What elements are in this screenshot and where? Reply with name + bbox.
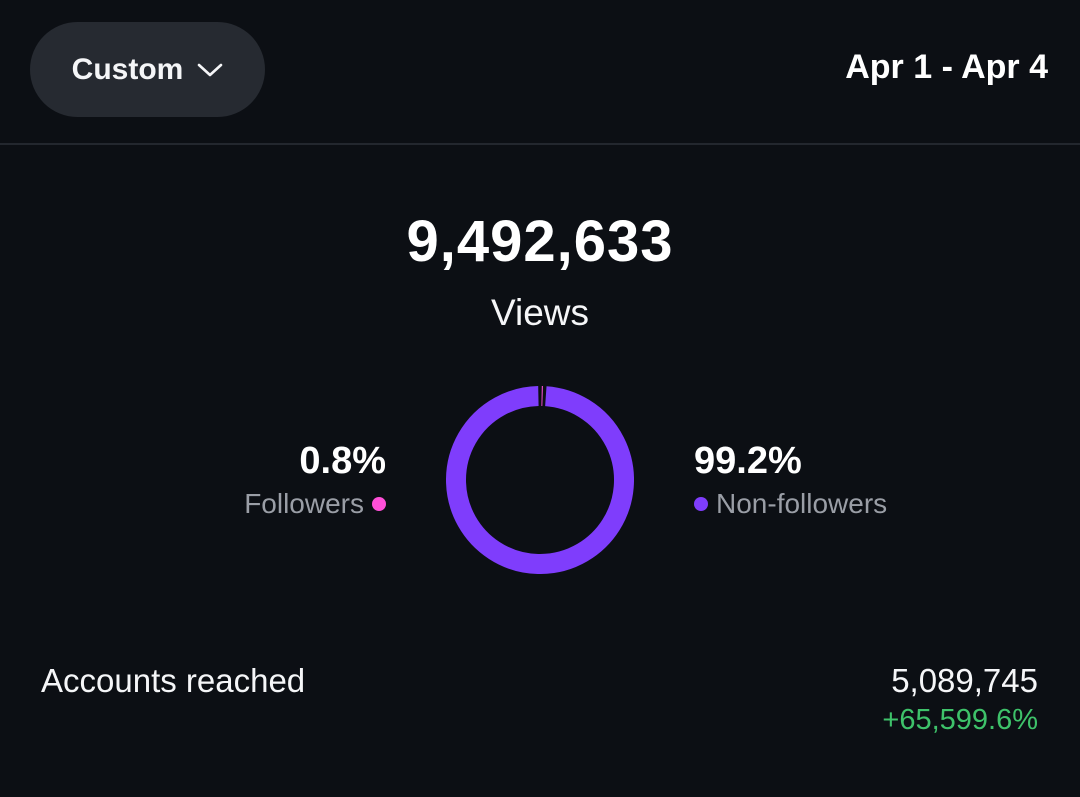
accounts-reached-value: 5,089,745 xyxy=(891,662,1038,699)
followers-stat: 0.8% Followers xyxy=(244,438,386,524)
accounts-reached-label: Accounts reached xyxy=(41,662,306,699)
accounts-reached-change: +65,599.6% xyxy=(882,704,1038,736)
non-followers-legend: Non-followers xyxy=(694,484,887,524)
non-followers-label: Non-followers xyxy=(716,488,888,519)
views-label: Views xyxy=(490,292,590,333)
chevron-down-icon xyxy=(198,63,223,76)
date-range-selector-button[interactable]: Custom xyxy=(30,22,265,117)
audience-donut-chart xyxy=(446,386,634,574)
date-range-text: Apr 1 - Apr 4 xyxy=(845,48,1048,86)
non-followers-legend-dot xyxy=(694,497,708,511)
non-followers-percent: 99.2% xyxy=(694,440,802,482)
donut-slice-non-followers xyxy=(446,386,634,574)
date-range-selector-label: Custom xyxy=(71,52,184,86)
non-followers-stat: 99.2% Non-followers xyxy=(694,438,887,524)
followers-legend-dot xyxy=(372,497,386,511)
header-bar: Custom Apr 1 - Apr 4 xyxy=(0,0,1080,145)
followers-percent: 0.8% xyxy=(299,440,386,482)
followers-legend: Followers xyxy=(244,484,386,524)
views-total: 9,492,633 xyxy=(406,209,674,274)
followers-label: Followers xyxy=(244,488,364,519)
